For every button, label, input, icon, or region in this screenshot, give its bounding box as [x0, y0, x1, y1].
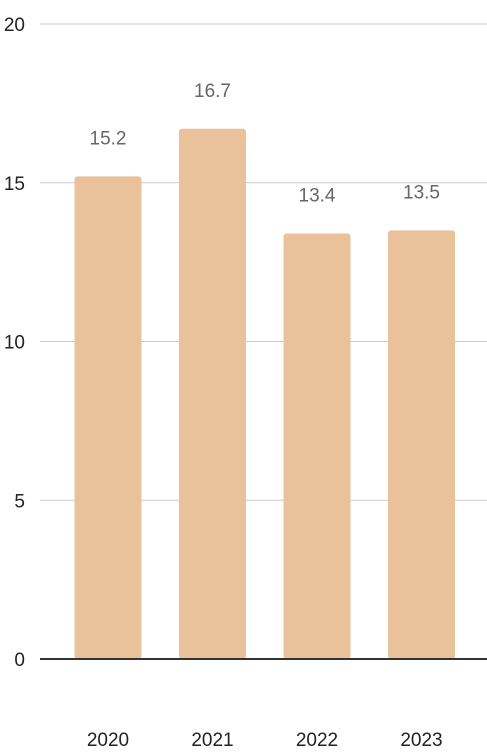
- bar-2021: [179, 128, 246, 659]
- data-label: 16.7: [194, 81, 231, 102]
- x-tick-label: 2023: [400, 730, 442, 750]
- bar-2020: [74, 176, 142, 659]
- bars: [74, 128, 455, 660]
- x-axis-ticks: 2020 2021 2022 2023: [87, 730, 443, 751]
- y-axis-ticks: 0 5 10 15 20: [4, 15, 25, 671]
- data-labels: 15.2 16.7 13.4 13.5: [90, 81, 440, 207]
- x-tick-label: 2021: [191, 730, 233, 750]
- data-label: 13.5: [403, 182, 440, 203]
- bar-2022: [283, 233, 351, 660]
- x-tick-label: 2022: [296, 730, 338, 750]
- x-tick-label: 2020: [87, 730, 129, 750]
- data-label: 13.4: [299, 186, 336, 207]
- y-tick-label: 15: [4, 174, 25, 195]
- y-tick-label: 20: [4, 15, 25, 36]
- y-tick-label: 10: [4, 333, 25, 354]
- y-tick-label: 0: [14, 650, 25, 671]
- y-tick-label: 5: [14, 491, 25, 512]
- bar-2023: [388, 230, 455, 659]
- data-label: 15.2: [90, 128, 127, 149]
